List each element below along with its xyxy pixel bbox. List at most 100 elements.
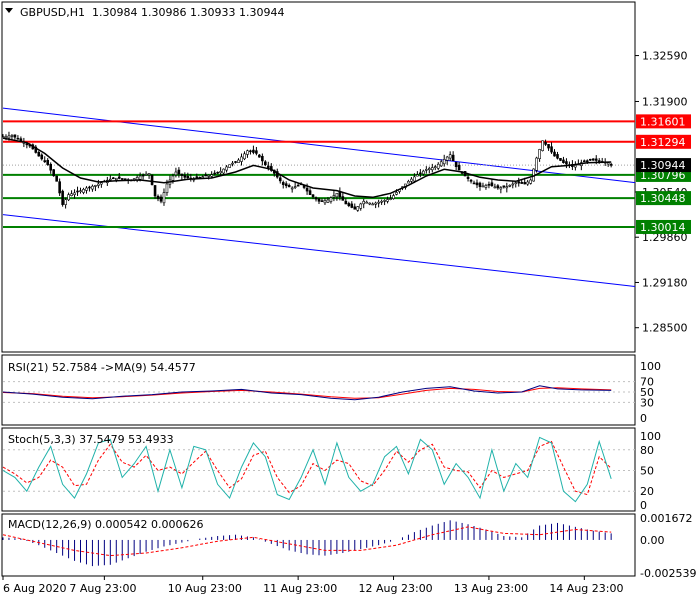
candle-body — [442, 159, 446, 165]
candle-body — [335, 193, 339, 198]
candle-body — [526, 181, 529, 185]
candle-body — [425, 169, 428, 171]
candle-body — [311, 194, 315, 198]
candle-body — [114, 177, 118, 180]
stoch-signal-line — [2, 440, 612, 496]
support-price-badge-label: 1.30448 — [640, 192, 686, 205]
candle-body — [529, 179, 532, 184]
candle-body — [594, 158, 598, 161]
candle-body — [204, 174, 208, 177]
candle-body — [255, 150, 258, 154]
dropdown-arrow-icon — [5, 8, 13, 13]
ohlc-readout: 1.30984 1.30986 1.30933 1.30944 — [92, 6, 284, 19]
candle-body — [353, 206, 357, 210]
candle-body — [475, 182, 479, 186]
candle-body — [25, 143, 29, 146]
candle-body — [222, 168, 225, 174]
candle-body — [180, 173, 184, 176]
candle-body — [85, 187, 88, 191]
candle-body — [362, 200, 366, 205]
candle-body — [240, 156, 243, 162]
current-price-badge-label: 1.30944 — [640, 159, 686, 172]
candle-body — [70, 193, 73, 196]
candle-body — [52, 169, 55, 177]
candle-body — [4, 136, 8, 139]
candle-body — [317, 198, 321, 202]
candle-body — [40, 154, 44, 160]
candle-body — [225, 166, 228, 171]
candle-body — [258, 154, 261, 158]
time-tick-label: 12 Aug 23:00 — [359, 582, 433, 595]
stoch-tick-label: 20 — [640, 485, 654, 498]
candle-body — [296, 184, 300, 187]
candle-body — [88, 186, 91, 189]
candle-body — [94, 185, 97, 187]
candle-body — [597, 160, 601, 162]
candle-body — [439, 161, 443, 167]
price-pane-frame — [1, 1, 636, 353]
candle-body — [586, 160, 589, 162]
stoch-pane-frame — [1, 427, 636, 512]
candle-body — [574, 165, 577, 168]
candle-body — [502, 185, 506, 188]
candle-body — [535, 157, 538, 171]
candle-body — [19, 138, 23, 142]
candle-body — [490, 182, 494, 187]
candle-body — [389, 198, 392, 200]
candle-body — [556, 154, 559, 159]
candle-body — [234, 161, 237, 163]
stoch-tick-label: 100 — [640, 430, 661, 443]
candle-body — [162, 192, 166, 204]
candle-body — [377, 201, 380, 204]
stoch-layer — [2, 436, 635, 503]
stoch-tick-label: 50 — [640, 465, 654, 478]
candle-body — [64, 199, 67, 205]
candle-body — [16, 137, 20, 140]
resistance-price-badge-label: 1.31294 — [640, 136, 686, 149]
symbol-label: GBPUSD,H1 — [20, 6, 85, 19]
macd-tick-label: -0.002539 — [640, 567, 696, 580]
candle-body — [374, 202, 377, 205]
rsi-tick-label: 30 — [640, 396, 654, 409]
candle-body — [505, 186, 509, 189]
candle-body — [380, 200, 383, 203]
candle-body — [562, 159, 565, 163]
rsi-tick-label: 100 — [640, 360, 661, 373]
candle-body — [147, 173, 151, 176]
resistance-price-badge — [636, 134, 691, 149]
macd-tick-label: 0.001672 — [640, 512, 693, 525]
candle-body — [448, 154, 452, 159]
price-tick-label: 1.28500 — [642, 322, 688, 335]
candle-body — [201, 176, 205, 178]
time-tick-label: 13 Aug 23:00 — [454, 582, 528, 595]
candle-body — [55, 175, 58, 182]
support-price-badge — [636, 191, 691, 206]
axis-layer: 1.325901.319001.305401.298601.291801.285… — [2, 8, 696, 595]
candle-body — [290, 187, 294, 190]
candle-body — [493, 186, 497, 189]
candle-body — [97, 183, 100, 186]
candle-body — [73, 192, 76, 195]
candle-body — [49, 163, 52, 171]
candle-body — [544, 142, 547, 145]
candle-body — [368, 202, 371, 205]
stoch-main-line — [2, 436, 612, 503]
candle-body — [82, 189, 85, 193]
time-tick-label: 14 Aug 23:00 — [549, 582, 623, 595]
candle-body — [293, 186, 297, 188]
candle-body — [550, 146, 553, 153]
candle-body — [138, 175, 142, 180]
macd-tick-label: 0.00 — [640, 534, 665, 547]
candle-body — [174, 171, 178, 176]
candle-body — [517, 181, 521, 184]
candle-body — [591, 158, 595, 161]
candle-body — [284, 183, 288, 187]
candle-body — [177, 169, 181, 175]
candle-body — [383, 200, 386, 202]
candle-body — [165, 183, 169, 193]
candle-body — [213, 172, 216, 175]
resistance-price-badge — [636, 114, 691, 129]
candle-body — [565, 161, 568, 165]
candle-body — [541, 140, 544, 151]
